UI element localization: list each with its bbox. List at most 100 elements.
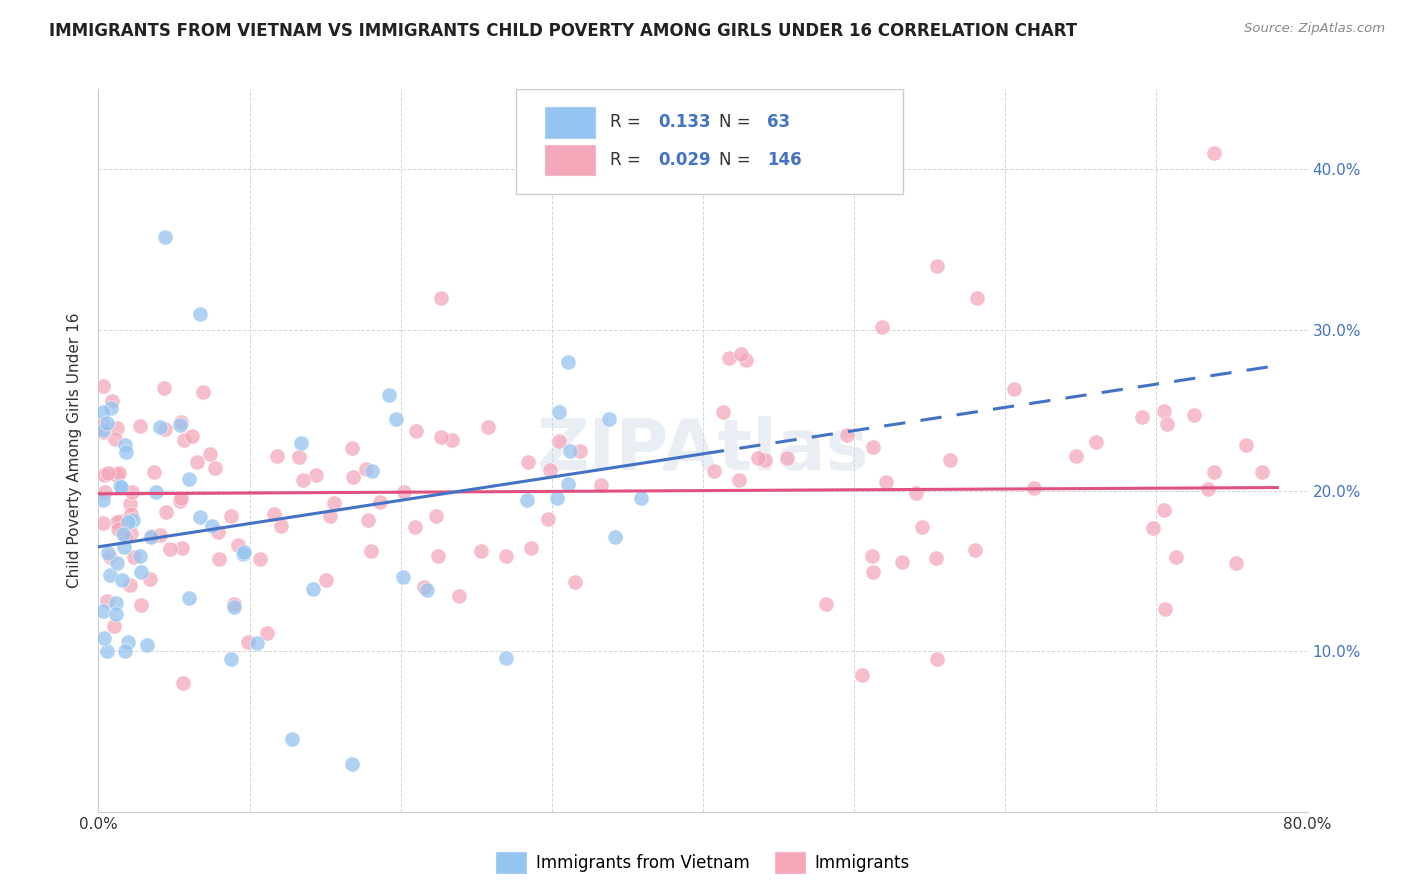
Point <box>538 463 561 477</box>
Text: ZIPAtlas: ZIPAtlas <box>537 416 869 485</box>
Point <box>139 529 162 543</box>
Point <box>1002 382 1025 396</box>
Point <box>404 520 426 534</box>
Point <box>440 433 463 447</box>
Point <box>103 619 125 633</box>
Point <box>1234 438 1257 452</box>
Point <box>105 421 128 435</box>
Point <box>91 417 114 431</box>
Point <box>105 596 128 610</box>
Point <box>862 565 884 579</box>
Point <box>1204 465 1226 479</box>
Point <box>188 307 211 321</box>
Point <box>717 351 740 366</box>
Point <box>114 530 136 544</box>
Point <box>103 467 125 481</box>
Point <box>1166 550 1188 565</box>
Point <box>568 443 591 458</box>
Point <box>1182 408 1205 422</box>
Point <box>1202 146 1225 161</box>
Point <box>207 524 229 539</box>
Point <box>96 644 118 658</box>
Point <box>121 484 143 499</box>
Point <box>305 467 328 482</box>
Point <box>416 582 439 597</box>
Point <box>91 425 114 440</box>
Point <box>111 573 134 587</box>
Point <box>318 508 340 523</box>
FancyBboxPatch shape <box>544 145 595 175</box>
Point <box>249 552 271 566</box>
Point <box>342 756 364 771</box>
Point <box>98 549 121 564</box>
Point <box>1064 449 1087 463</box>
Point <box>875 475 897 489</box>
Point <box>516 492 538 507</box>
Point <box>224 599 246 614</box>
Point <box>104 432 127 446</box>
Point <box>548 434 571 449</box>
Point <box>93 468 115 483</box>
Point <box>91 423 114 437</box>
Point <box>342 441 364 455</box>
Point <box>361 464 384 478</box>
Point <box>107 522 129 536</box>
Point <box>226 538 249 552</box>
Text: Source: ZipAtlas.com: Source: ZipAtlas.com <box>1244 22 1385 36</box>
Point <box>1225 556 1247 570</box>
Point <box>91 493 114 508</box>
Point <box>136 639 159 653</box>
Point <box>122 549 145 564</box>
Point <box>110 480 132 494</box>
Point <box>131 565 153 579</box>
Point <box>173 433 195 447</box>
Point <box>120 508 142 522</box>
Point <box>128 419 150 434</box>
Point <box>735 353 758 368</box>
Point <box>118 578 141 592</box>
Point <box>96 594 118 608</box>
Point <box>93 485 115 500</box>
Point <box>120 526 142 541</box>
Point <box>246 636 269 650</box>
FancyBboxPatch shape <box>516 89 903 194</box>
Point <box>1153 503 1175 517</box>
Point <box>159 542 181 557</box>
Point <box>835 428 858 442</box>
Point <box>142 466 165 480</box>
Point <box>904 486 927 500</box>
Point <box>204 461 226 475</box>
Point <box>356 462 378 476</box>
Point <box>172 676 194 690</box>
Point <box>405 425 427 439</box>
Point <box>181 429 204 443</box>
Point <box>93 631 115 645</box>
Point <box>495 651 517 665</box>
Point <box>288 450 311 464</box>
Point <box>703 464 725 478</box>
Point <box>1156 417 1178 431</box>
Point <box>1250 466 1272 480</box>
FancyBboxPatch shape <box>544 107 595 137</box>
Point <box>557 476 579 491</box>
Point <box>560 443 582 458</box>
Text: N =: N = <box>718 151 755 169</box>
Point <box>281 732 304 747</box>
Point <box>814 597 837 611</box>
Point <box>129 549 152 564</box>
Point <box>138 572 160 586</box>
Point <box>97 546 120 560</box>
Point <box>111 526 134 541</box>
Point <box>470 544 492 558</box>
Point <box>775 450 797 465</box>
Point <box>546 491 568 506</box>
Point <box>537 512 560 526</box>
Point <box>169 494 191 508</box>
Point <box>221 652 243 666</box>
Point <box>110 479 132 493</box>
Point <box>108 514 131 528</box>
Point <box>1084 434 1107 449</box>
Point <box>170 541 193 555</box>
Point <box>177 472 200 486</box>
Point <box>1024 481 1046 495</box>
